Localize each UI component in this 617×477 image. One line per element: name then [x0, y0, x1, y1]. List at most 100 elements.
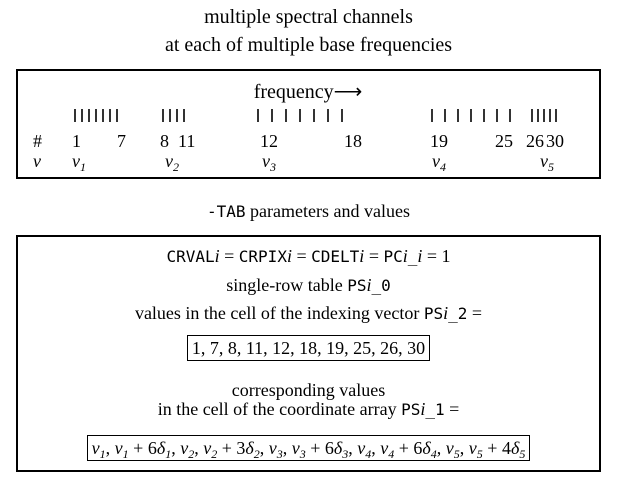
base-frequency: ν4 — [432, 151, 446, 173]
nu-symbol: ν — [33, 151, 41, 171]
italic-text: i — [366, 275, 372, 295]
italic-text: ν — [357, 438, 366, 458]
mono-text: CRVAL — [166, 247, 215, 266]
parameter-line: 1, 7, 8, 11, 12, 18, 19, 25, 26, 30 — [0, 335, 617, 361]
parameter-line: in the cell of the coordinate array PSi_… — [0, 398, 617, 421]
nu: ν — [540, 151, 548, 171]
text: , — [436, 438, 446, 458]
italic-text: ν — [180, 438, 189, 458]
text: , — [105, 438, 115, 458]
nu: ν — [432, 151, 440, 171]
tick-group — [74, 109, 118, 122]
nu: ν — [165, 151, 173, 171]
italic-text: ν — [91, 438, 100, 458]
italic-text: i — [214, 246, 220, 266]
text: , — [348, 438, 358, 458]
nu: ν — [72, 151, 80, 171]
mono-text: PS — [423, 304, 444, 323]
text: + 6 — [128, 438, 157, 458]
subscript: 4 — [388, 447, 395, 461]
nu: ν — [262, 151, 270, 171]
base-frequency: ν3 — [262, 151, 276, 173]
text: = — [444, 399, 460, 419]
base-frequency: ν2 — [165, 151, 179, 173]
text: corresponding values — [231, 380, 386, 400]
italic-text: ν — [468, 438, 477, 458]
subscript: 4 — [430, 447, 437, 461]
section-title: -TAB parameters and values — [0, 200, 617, 223]
subscript: 1 — [122, 447, 129, 461]
italic-text: δ — [422, 438, 431, 458]
mono-text: CDELT — [311, 247, 360, 266]
mono-text: _0 — [371, 276, 391, 295]
tick-group — [531, 109, 557, 122]
subscript: 2 — [253, 447, 260, 461]
italic-text: i — [359, 246, 365, 266]
subscript: 4 — [365, 447, 372, 461]
channel-number: 7 — [117, 131, 126, 151]
index-symbol: # — [33, 131, 42, 151]
channel-number: 25 — [495, 131, 513, 151]
text: = — [291, 246, 312, 266]
italic-text: ν — [445, 438, 454, 458]
channel-number: 11 — [178, 131, 196, 151]
arrow: ⟶ — [333, 81, 363, 103]
mono-text: _ — [407, 247, 418, 266]
base-frequency: ν1 — [72, 151, 86, 173]
channel-number: 8 — [160, 131, 169, 151]
subscript: 5 — [548, 160, 554, 174]
text: , — [171, 438, 181, 458]
text: , — [194, 438, 204, 458]
parameter-box — [16, 235, 601, 472]
channel-number: 12 — [260, 131, 278, 151]
mono-text: CRPIX — [238, 247, 287, 266]
channel-number: 30 — [546, 131, 564, 151]
axis-label: frequency — [253, 81, 334, 103]
text: = 1 — [422, 246, 451, 266]
italic-text: i — [443, 303, 449, 323]
mono-text: -TAB — [207, 202, 246, 221]
parameter-line: single-row table PSi_0 — [0, 274, 617, 297]
subscript: 3 — [342, 447, 349, 461]
text: , — [259, 438, 269, 458]
tick-group — [162, 109, 185, 122]
italic-text: i — [420, 399, 426, 419]
text: parameters and values — [245, 201, 410, 221]
subscript: 3 — [299, 447, 306, 461]
text: in the cell of the coordinate array — [157, 399, 402, 419]
italic-text: i — [286, 246, 292, 266]
text: values in the cell of the indexing vecto… — [134, 303, 424, 323]
parameter-line: values in the cell of the indexing vecto… — [0, 302, 617, 325]
text: , — [282, 438, 292, 458]
channel-number: 1 — [72, 131, 81, 151]
channel-number: 18 — [344, 131, 362, 151]
subscript: 1 — [80, 160, 86, 174]
text: 1, 7, 8, 11, 12, 18, 19, 25, 26, 30 — [191, 338, 426, 358]
italic-text: δ — [333, 438, 343, 458]
italic-text: ν — [114, 438, 123, 458]
text: = — [364, 246, 384, 266]
subscript: 4 — [440, 160, 446, 174]
subscript: 2 — [173, 160, 179, 174]
italic-text: δ — [156, 438, 166, 458]
channel-box: frequency⟶ # ν 1 7 8 11 12 18 19 25 26 30 ν1 ν2 ν3 ν4… — [16, 69, 601, 179]
text: = — [219, 246, 239, 266]
tick-group — [257, 109, 343, 122]
subscript: 3 — [276, 447, 283, 461]
text: + 6 — [394, 438, 423, 458]
italic-text: i — [402, 246, 408, 266]
subscript: 2 — [211, 447, 218, 461]
channel-number: 19 — [430, 131, 448, 151]
italic-text: ν — [203, 438, 212, 458]
base-frequency: ν5 — [540, 151, 554, 173]
subscript: 5 — [519, 447, 526, 461]
italic-text: ν — [268, 438, 277, 458]
text: single-row table — [226, 275, 348, 295]
subscript: 1 — [165, 447, 172, 461]
parameter-line: ν1, ν1 + 6δ1, ν2, ν2 + 3δ2, ν3, ν3 + 6δ3… — [0, 435, 617, 461]
subscript: 3 — [270, 160, 276, 174]
coordinate-values: ν1, ν1 + 6δ1, ν2, ν2 + 3δ2, ν3, ν3 + 6δ3… — [86, 435, 531, 461]
parameter-line: corresponding values — [0, 379, 617, 401]
mono-text: _1 — [425, 400, 445, 419]
